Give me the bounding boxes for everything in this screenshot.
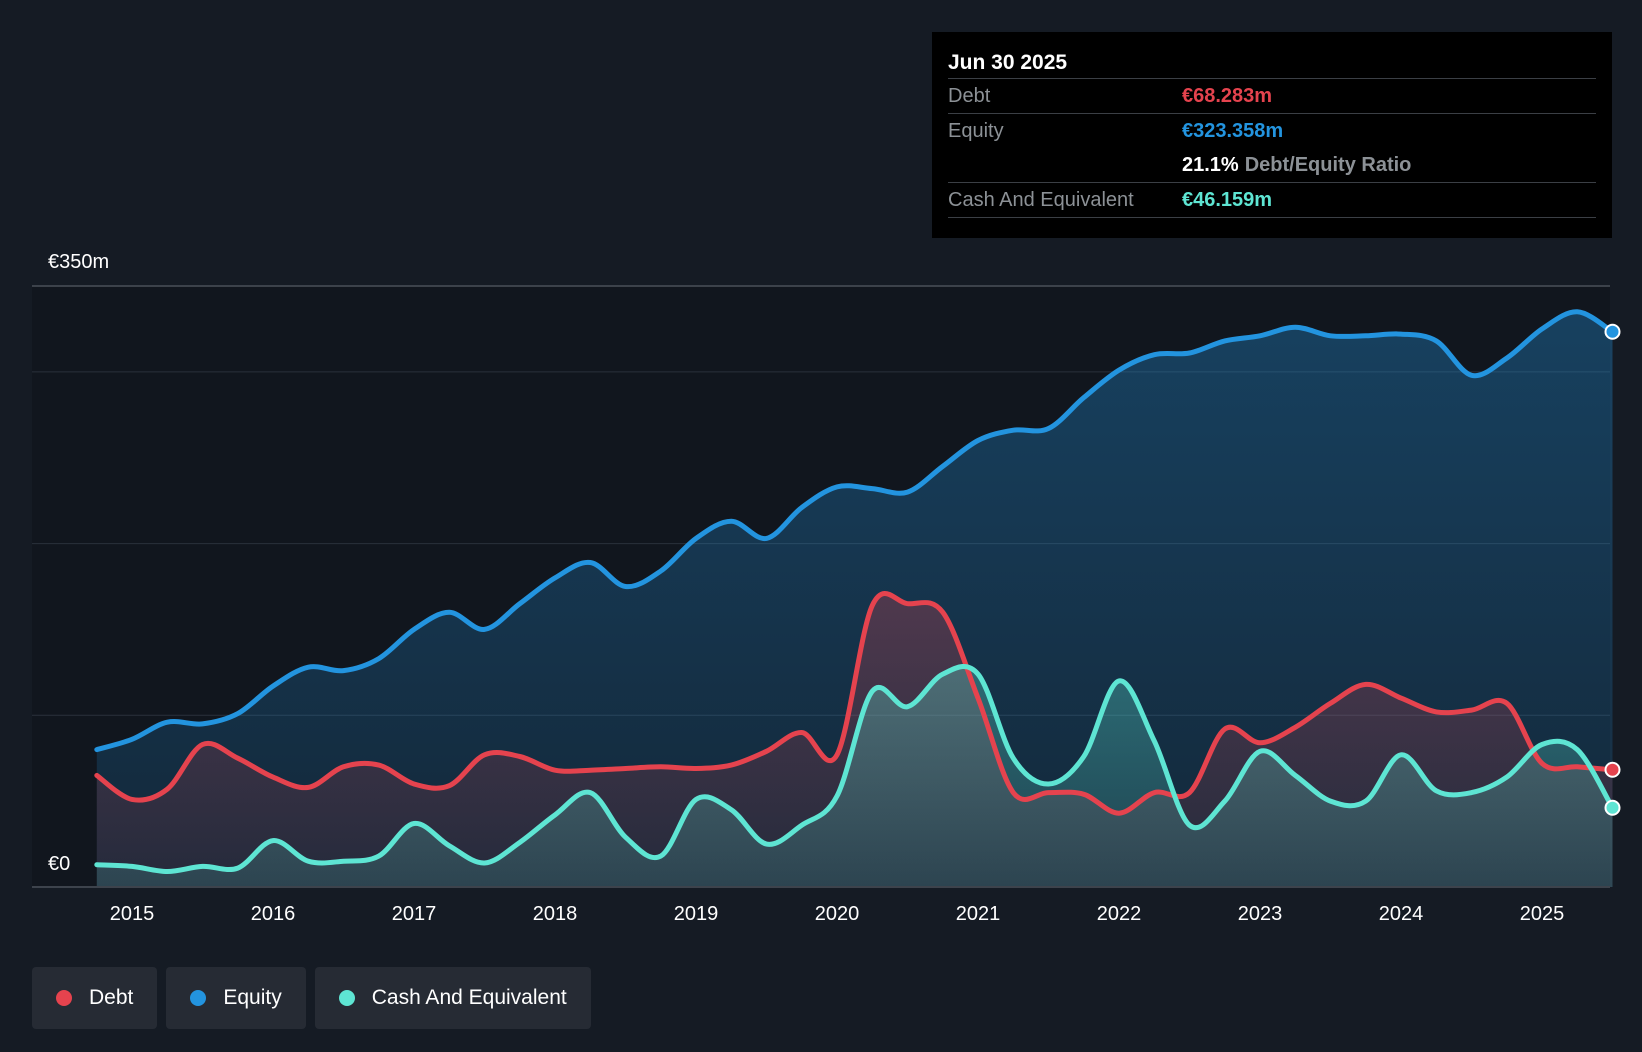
cash-area bbox=[96, 666, 1613, 887]
tooltip-ratio-row: 21.1% Debt/Equity Ratio bbox=[948, 148, 1596, 182]
legend-item-equity[interactable]: Equity bbox=[166, 967, 306, 1029]
x-tick-label: 2024 bbox=[1379, 903, 1424, 925]
tooltip-cash-row: Cash And Equivalent €46.159m bbox=[948, 182, 1596, 218]
legend-equity-label: Equity bbox=[223, 986, 282, 1009]
legend-debt-label: Debt bbox=[89, 986, 134, 1009]
tooltip-equity-value: €323.358m bbox=[1182, 120, 1284, 142]
legend-item-debt[interactable]: Debt bbox=[32, 967, 158, 1029]
x-tick-label: 2015 bbox=[110, 903, 155, 925]
y-axis-min-label: €0 bbox=[48, 853, 71, 875]
equity-dot-icon bbox=[190, 990, 207, 1006]
x-tick-label: 2017 bbox=[392, 903, 437, 925]
tooltip-debt-value: €68.283m bbox=[1182, 85, 1273, 107]
equity-line[interactable] bbox=[94, 309, 1615, 753]
tooltip-date: Jun 30 2025 bbox=[948, 51, 1068, 74]
x-tick-label: 2022 bbox=[1097, 903, 1142, 925]
debt-line[interactable] bbox=[94, 591, 1615, 816]
equity-end-marker[interactable] bbox=[1604, 323, 1621, 340]
tooltip-equity-label: Equity bbox=[948, 120, 1004, 142]
cash-dot-icon bbox=[338, 990, 355, 1006]
x-tick-label: 2023 bbox=[1238, 903, 1283, 925]
y-axis-max-label: €350m bbox=[48, 251, 110, 273]
x-tick-label: 2019 bbox=[674, 903, 719, 925]
cash-end-marker[interactable] bbox=[1604, 799, 1621, 816]
cash-line[interactable] bbox=[94, 664, 1615, 874]
tooltip-equity-row: Equity €323.358m bbox=[948, 113, 1596, 148]
x-tick-label: 2018 bbox=[533, 903, 578, 925]
x-tick-label: 2016 bbox=[251, 903, 296, 925]
tooltip-debt-label: Debt bbox=[948, 85, 991, 107]
x-axis-ticks: 2015 2016 2017 2018 2019 2020 2021 2022 2023 2024… bbox=[110, 903, 1565, 925]
legend-cash-label: Cash And Equivalent bbox=[371, 986, 567, 1009]
tooltip-ratio-label: Debt/Equity Ratio bbox=[1244, 154, 1412, 176]
chart-legend: Debt Equity Cash And Equivalent bbox=[32, 967, 591, 1029]
tooltip-cash-label: Cash And Equivalent bbox=[948, 189, 1134, 211]
tooltip-cash-value: €46.159m bbox=[1182, 189, 1273, 211]
x-tick-label: 2020 bbox=[815, 903, 860, 925]
debt-dot-icon bbox=[56, 990, 72, 1006]
legend-item-cash[interactable]: Cash And Equivalent bbox=[314, 967, 591, 1029]
x-tick-label: 2025 bbox=[1520, 903, 1565, 925]
tooltip-ratio-value: 21.1% bbox=[1182, 154, 1239, 176]
data-tooltip: Jun 30 2025 Debt €68.283m Equity €323.35… bbox=[932, 32, 1612, 238]
x-tick-label: 2021 bbox=[956, 903, 1001, 925]
debt-end-marker[interactable] bbox=[1604, 761, 1621, 778]
tooltip-debt-row: Debt €68.283m bbox=[948, 78, 1596, 113]
